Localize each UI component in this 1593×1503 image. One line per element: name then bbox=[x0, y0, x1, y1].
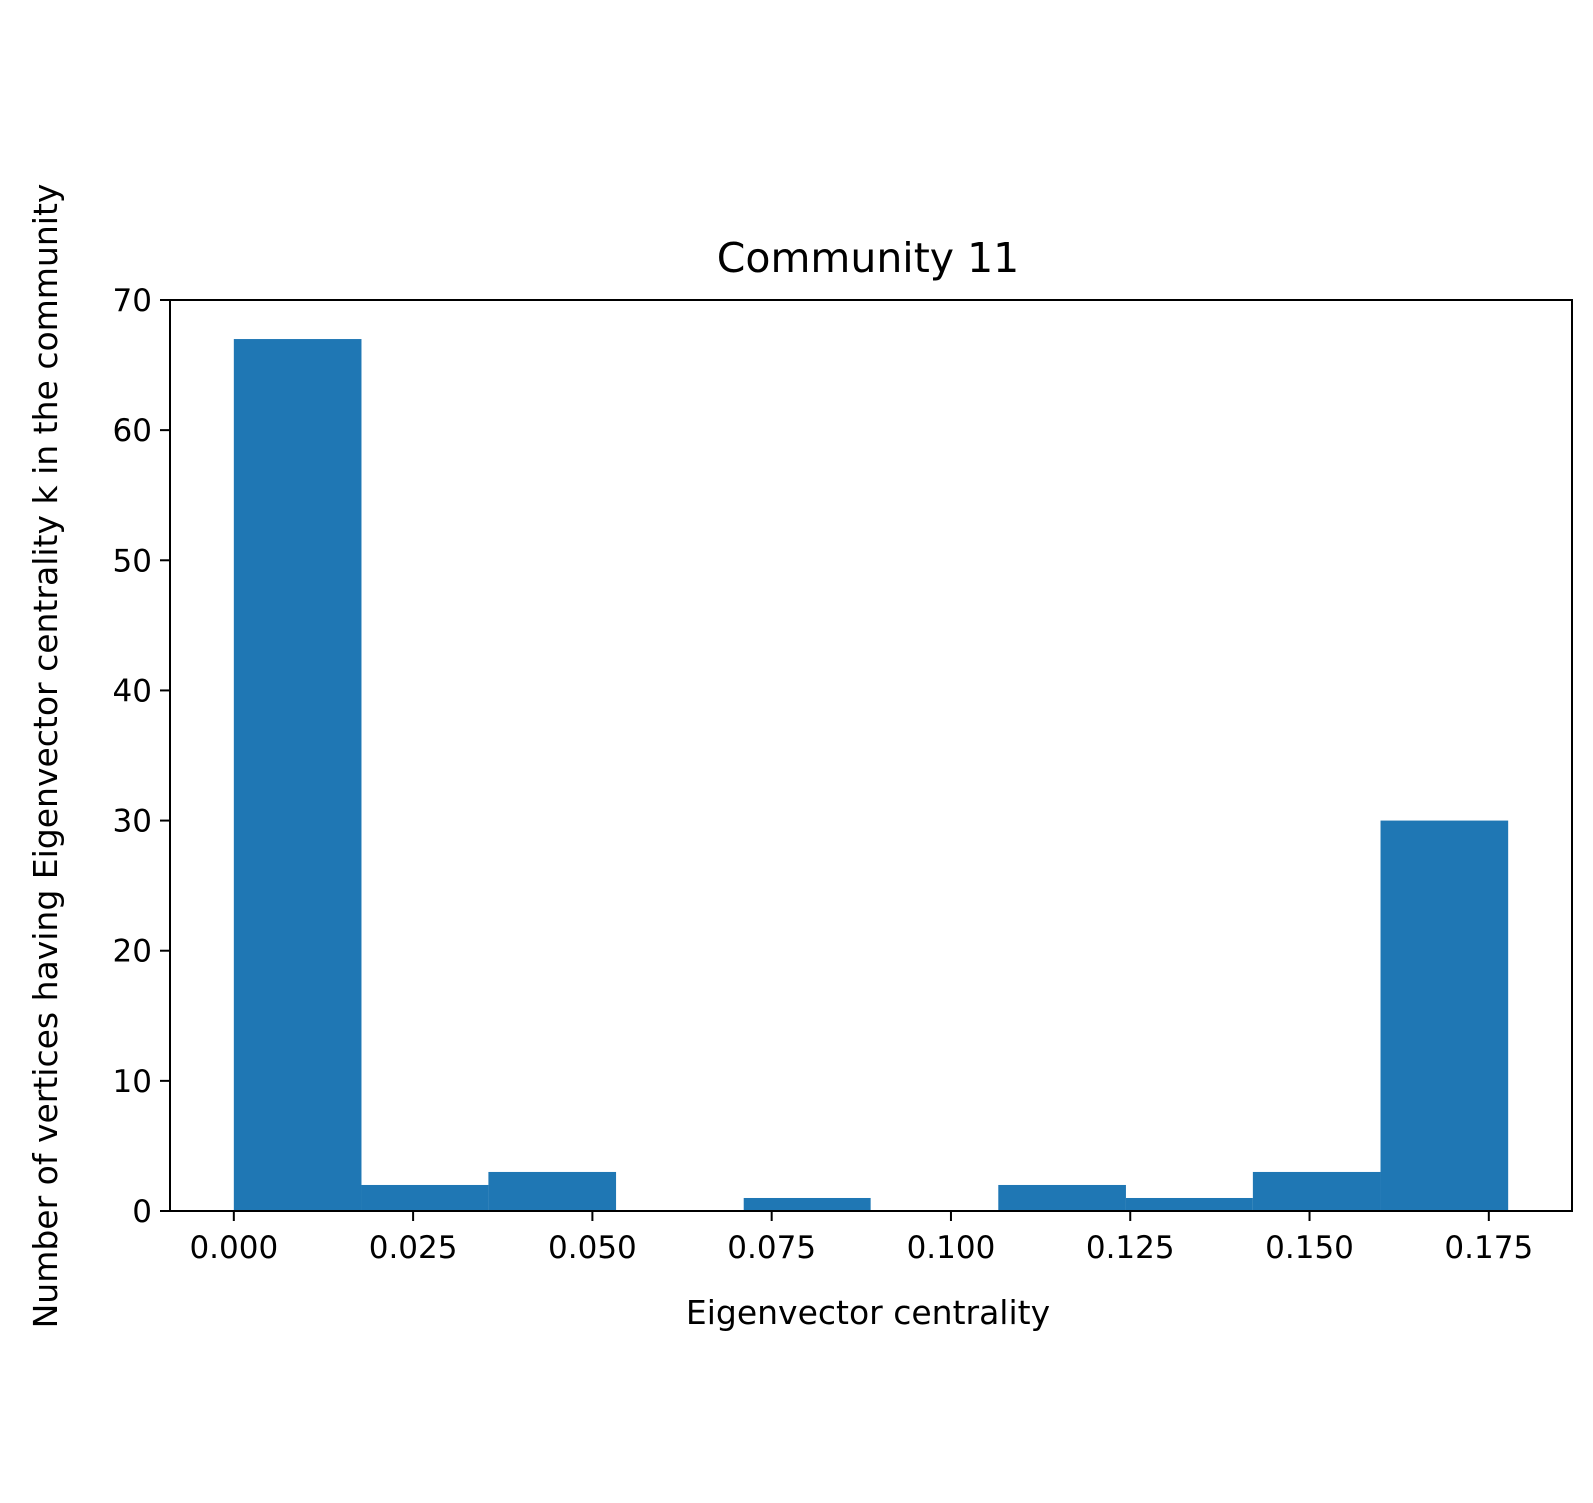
histogram-bar-4 bbox=[743, 1197, 871, 1211]
x-tick-label: 0.000 bbox=[189, 1230, 278, 1266]
histogram-bar-7 bbox=[1125, 1197, 1253, 1211]
x-axis-label: Eigenvector centrality bbox=[686, 1293, 1050, 1332]
y-tick-label: 70 bbox=[113, 283, 152, 319]
histogram-bar-6 bbox=[998, 1184, 1126, 1211]
y-tick-label: 10 bbox=[113, 1064, 152, 1100]
histogram-bar-1 bbox=[361, 1184, 489, 1211]
histogram-bar-9 bbox=[1380, 820, 1509, 1211]
x-tick-label: 0.125 bbox=[1086, 1230, 1175, 1266]
x-tick-label: 0.100 bbox=[907, 1230, 996, 1266]
chart-title: Community 11 bbox=[717, 234, 1020, 282]
x-tick-label: 0.150 bbox=[1265, 1230, 1354, 1266]
x-tick-label: 0.075 bbox=[727, 1230, 816, 1266]
histogram-bar-2 bbox=[488, 1171, 617, 1211]
y-axis-label: Number of vertices having Eigenvector ce… bbox=[26, 184, 65, 1329]
plot-area-frame bbox=[169, 299, 1573, 1212]
x-tick-label: 0.050 bbox=[548, 1230, 637, 1266]
y-tick-label: 40 bbox=[113, 673, 152, 709]
bars-group bbox=[233, 339, 1509, 1211]
y-tick-label: 60 bbox=[113, 413, 152, 449]
x-axis-ticks: 0.000 0.025 0.050 0.075 0.100 0.125 0.150 0.175 bbox=[189, 1211, 1533, 1266]
y-tick-label: 0 bbox=[132, 1194, 152, 1230]
y-tick-label: 30 bbox=[113, 804, 152, 840]
y-tick-label: 20 bbox=[113, 934, 152, 970]
histogram-bar-8 bbox=[1252, 1171, 1381, 1211]
y-axis-ticks: 0 10 20 30 40 50 60 70 bbox=[113, 283, 170, 1230]
histogram-bar-0 bbox=[233, 339, 362, 1211]
y-tick-label: 50 bbox=[113, 543, 152, 579]
x-tick-label: 0.025 bbox=[369, 1230, 458, 1266]
x-tick-label: 0.175 bbox=[1444, 1230, 1533, 1266]
